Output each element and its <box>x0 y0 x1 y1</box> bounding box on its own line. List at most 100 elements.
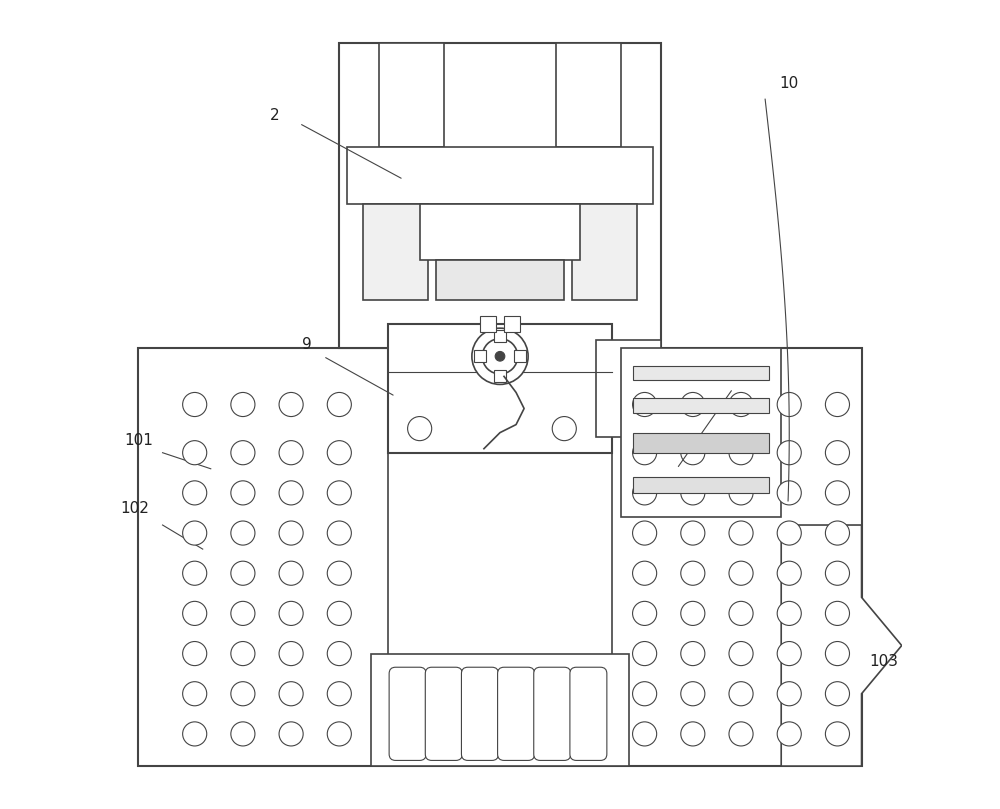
Bar <box>572 204 637 300</box>
Circle shape <box>279 722 303 746</box>
Circle shape <box>777 682 801 705</box>
Circle shape <box>681 722 705 746</box>
Circle shape <box>183 441 207 464</box>
Circle shape <box>482 339 518 374</box>
Circle shape <box>231 392 255 417</box>
Text: 102: 102 <box>120 502 149 516</box>
Bar <box>494 330 506 342</box>
Circle shape <box>681 601 705 625</box>
FancyBboxPatch shape <box>534 667 571 760</box>
FancyBboxPatch shape <box>425 667 462 760</box>
Circle shape <box>552 417 576 441</box>
Circle shape <box>279 601 303 625</box>
Circle shape <box>729 441 753 464</box>
Circle shape <box>633 441 657 464</box>
Circle shape <box>633 521 657 545</box>
Circle shape <box>777 642 801 666</box>
Circle shape <box>327 561 351 585</box>
Bar <box>633 433 769 453</box>
Bar <box>436 260 564 300</box>
Circle shape <box>231 722 255 746</box>
Circle shape <box>777 561 801 585</box>
Circle shape <box>231 642 255 666</box>
Text: 10: 10 <box>780 75 799 91</box>
Circle shape <box>681 481 705 505</box>
Bar <box>363 204 428 300</box>
Circle shape <box>681 521 705 545</box>
Circle shape <box>633 601 657 625</box>
Circle shape <box>408 417 432 441</box>
Circle shape <box>825 392 849 417</box>
Circle shape <box>231 601 255 625</box>
Circle shape <box>279 642 303 666</box>
Circle shape <box>681 392 705 417</box>
Circle shape <box>729 682 753 705</box>
Circle shape <box>633 561 657 585</box>
Bar <box>480 316 496 332</box>
Bar <box>347 147 653 204</box>
Bar <box>494 371 506 383</box>
Bar <box>138 348 862 766</box>
Circle shape <box>825 722 849 746</box>
Circle shape <box>729 392 753 417</box>
Bar <box>474 350 486 362</box>
Bar <box>514 350 526 362</box>
Circle shape <box>777 722 801 746</box>
Text: 9: 9 <box>302 337 312 352</box>
Bar <box>596 341 661 437</box>
Circle shape <box>279 392 303 417</box>
Bar <box>621 348 781 517</box>
Bar <box>420 204 580 260</box>
Circle shape <box>729 722 753 746</box>
Bar <box>388 324 612 453</box>
Circle shape <box>279 561 303 585</box>
Circle shape <box>279 441 303 464</box>
Circle shape <box>825 682 849 705</box>
Circle shape <box>777 481 801 505</box>
Text: 2: 2 <box>270 108 280 123</box>
Circle shape <box>729 642 753 666</box>
Circle shape <box>279 682 303 705</box>
Bar <box>339 43 661 348</box>
Circle shape <box>183 642 207 666</box>
Text: 103: 103 <box>870 654 899 669</box>
FancyBboxPatch shape <box>570 667 607 760</box>
Bar <box>504 316 520 332</box>
Circle shape <box>183 481 207 505</box>
Circle shape <box>825 601 849 625</box>
Circle shape <box>681 642 705 666</box>
Circle shape <box>231 481 255 505</box>
Bar <box>633 398 769 413</box>
Circle shape <box>327 682 351 705</box>
Circle shape <box>183 392 207 417</box>
Bar <box>633 477 769 493</box>
Circle shape <box>183 722 207 746</box>
Circle shape <box>327 601 351 625</box>
Circle shape <box>825 481 849 505</box>
Bar <box>633 366 769 380</box>
Bar <box>388 348 612 766</box>
Circle shape <box>327 722 351 746</box>
Circle shape <box>633 722 657 746</box>
Circle shape <box>633 481 657 505</box>
Bar <box>371 654 629 766</box>
Circle shape <box>633 682 657 705</box>
Circle shape <box>279 521 303 545</box>
Circle shape <box>681 441 705 464</box>
Circle shape <box>327 441 351 464</box>
Circle shape <box>327 481 351 505</box>
FancyBboxPatch shape <box>389 667 426 760</box>
Circle shape <box>327 642 351 666</box>
Circle shape <box>777 521 801 545</box>
Circle shape <box>681 561 705 585</box>
Circle shape <box>183 561 207 585</box>
Circle shape <box>183 601 207 625</box>
Circle shape <box>231 441 255 464</box>
Bar <box>379 43 444 147</box>
Circle shape <box>825 441 849 464</box>
Circle shape <box>231 561 255 585</box>
Circle shape <box>495 351 505 361</box>
Text: 13: 13 <box>739 369 759 384</box>
Circle shape <box>777 441 801 464</box>
Circle shape <box>777 392 801 417</box>
